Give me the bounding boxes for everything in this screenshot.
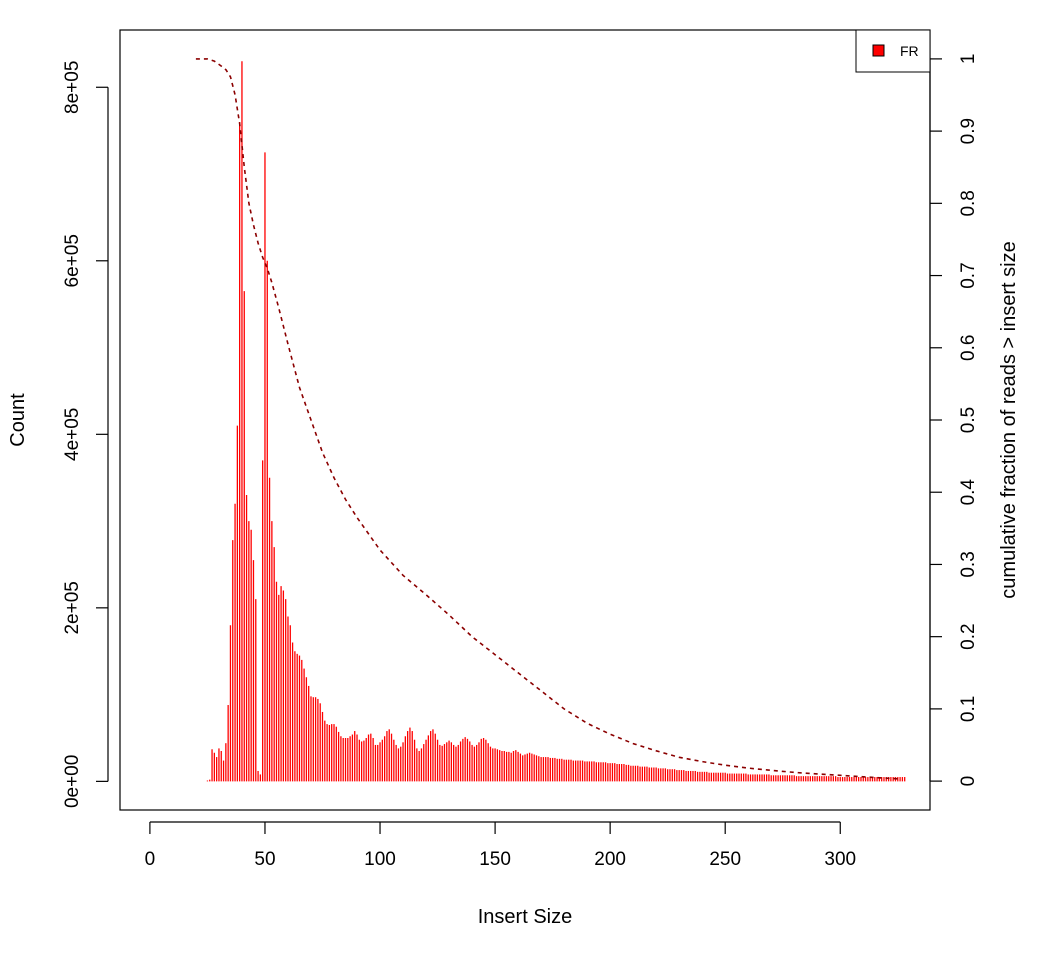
x-tick-label: 0 (145, 849, 156, 870)
y-tick-label: 8e+05 (62, 61, 83, 114)
legend: FR (855, 29, 931, 73)
y-tick-label: 2e+05 (62, 581, 83, 634)
y2-tick-label: 0.2 (958, 623, 979, 649)
x-tick-label: 250 (709, 849, 741, 870)
y-axis-left: 0e+00 2e+05 4e+05 6e+05 8e+05 (62, 61, 109, 808)
x-tick-label: 50 (254, 849, 275, 870)
x-tick-label: 150 (479, 849, 511, 870)
x-axis-title: Insert Size (478, 906, 572, 928)
y-tick-label: 4e+05 (62, 408, 83, 461)
y2-tick-label: 0.4 (958, 479, 979, 506)
y-axis-title: Count (7, 393, 29, 447)
x-axis: 0 50 100 150 200 250 300 (145, 821, 856, 870)
y2-tick-label: 0.5 (958, 407, 979, 433)
y2-tick-label: 0.1 (958, 696, 979, 722)
y2-tick-label: 0.7 (958, 262, 979, 288)
histogram-bars (206, 61, 906, 782)
y2-tick-label: 0.6 (958, 335, 979, 361)
y2-tick-label: 0 (958, 776, 979, 787)
y2-tick-label: 0.9 (958, 118, 979, 144)
x-tick-label: 200 (594, 849, 626, 870)
y2-axis-title: cumulative fraction of reads > insert si… (998, 241, 1020, 598)
y-axis-right: 0 0.1 0.2 0.3 0.4 0.5 0.6 0.7 0.8 0.9 1 (929, 54, 979, 787)
y2-tick-label: 0.3 (958, 551, 979, 577)
legend-swatch-fr (872, 44, 885, 57)
legend-box (855, 29, 931, 73)
cumulative-fraction-line (195, 58, 901, 780)
x-tick-label: 300 (824, 849, 856, 870)
y-tick-label: 0e+00 (62, 755, 83, 808)
y2-tick-label: 1 (958, 54, 979, 65)
legend-label-fr: FR (900, 43, 919, 59)
y2-tick-label: 0.8 (958, 190, 979, 216)
y-tick-label: 6e+05 (62, 234, 83, 287)
x-tick-label: 100 (364, 849, 396, 870)
